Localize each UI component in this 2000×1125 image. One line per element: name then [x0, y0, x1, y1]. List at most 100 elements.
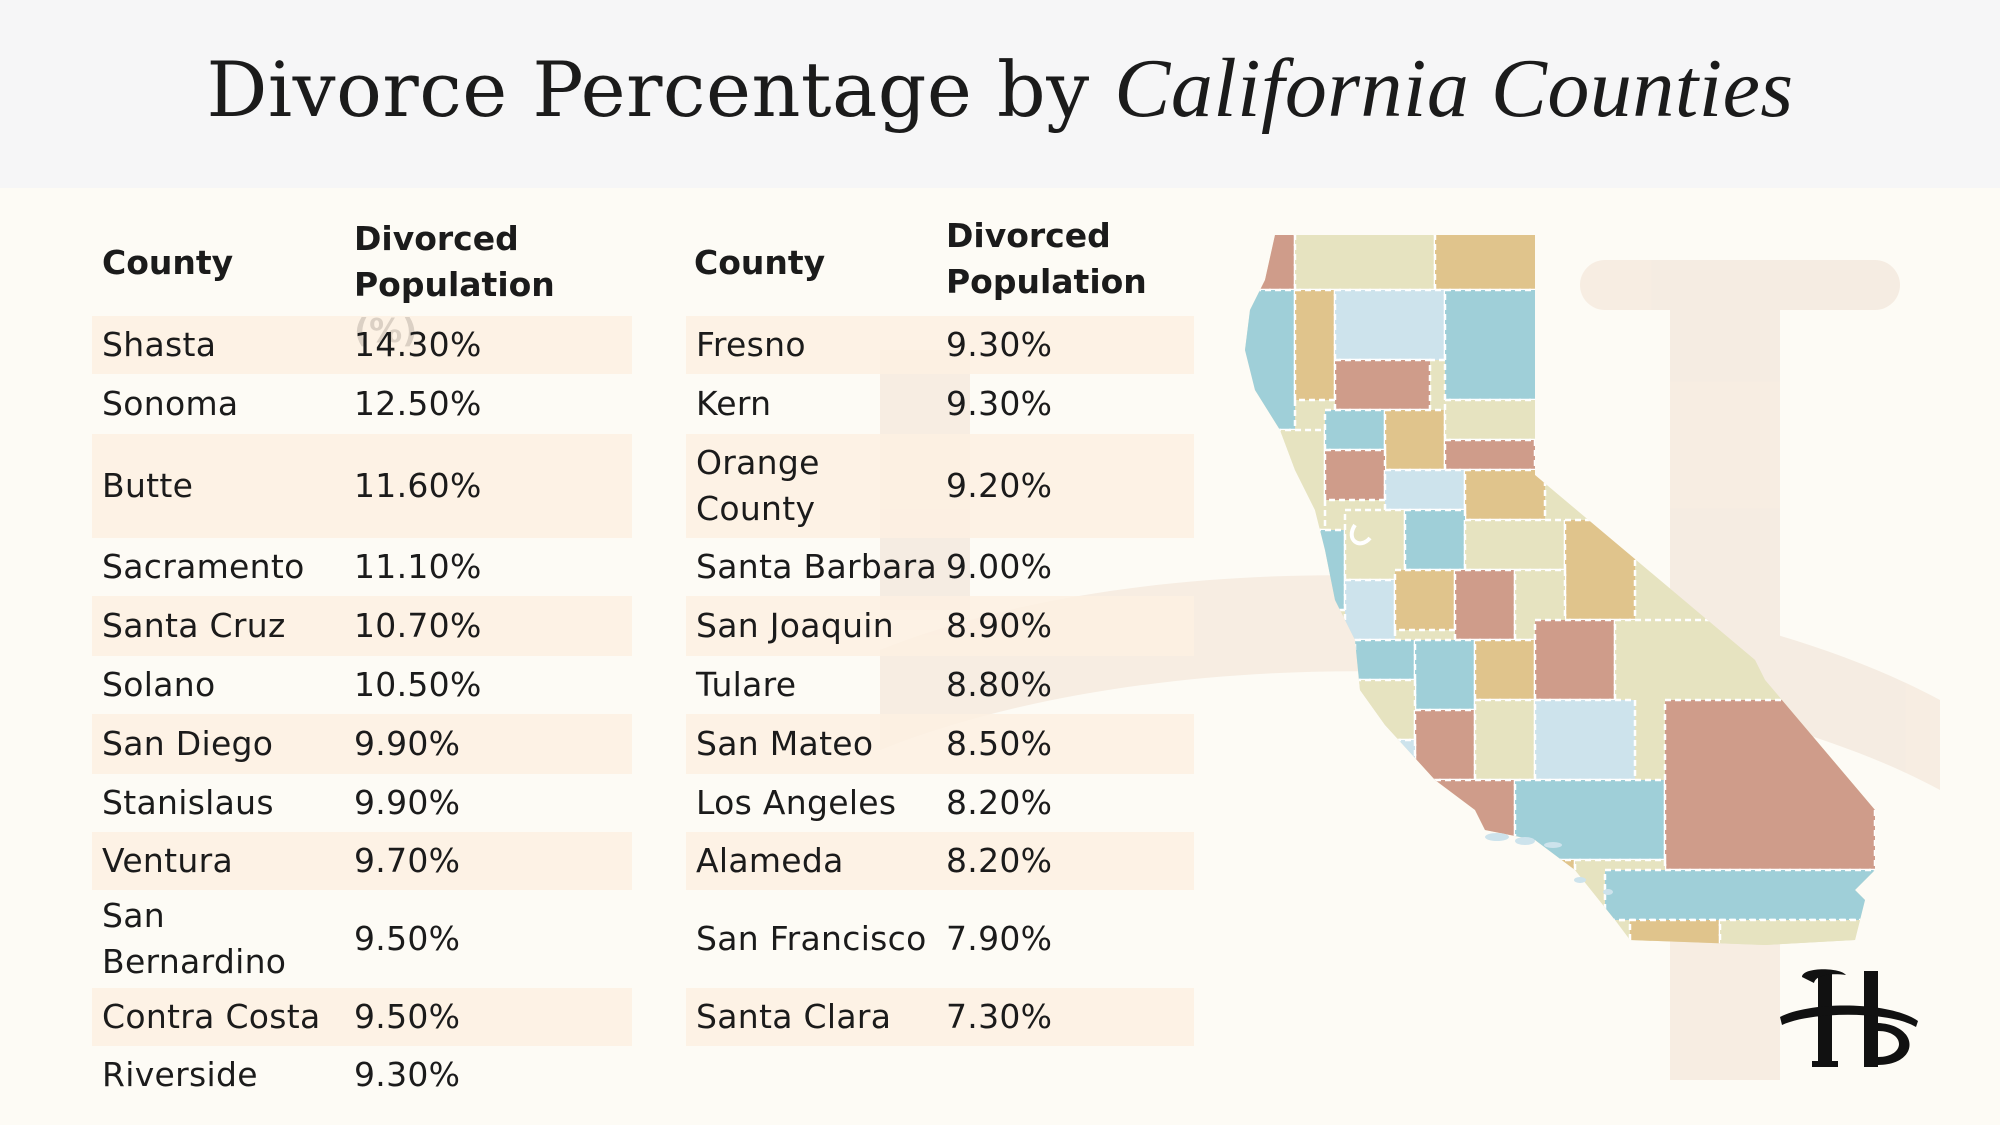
county-cell: Santa Clara: [696, 988, 938, 1046]
value-cell: 9.90%: [354, 714, 460, 774]
table-row: Alameda 8.20%: [686, 832, 1194, 890]
value-cell: 8.50%: [946, 714, 1052, 774]
table-row: San Diego 9.90%: [92, 714, 632, 774]
header-band: Divorce Percentage by California Countie…: [0, 0, 2000, 188]
county-cell: Orange County: [696, 434, 938, 538]
title-main: Divorce Percentage by: [206, 45, 1115, 134]
value-cell: 7.30%: [946, 988, 1052, 1046]
table-row: Los Angeles 8.20%: [686, 774, 1194, 832]
header-county: County: [102, 243, 234, 282]
divorced-percentage: 10.50%: [354, 665, 482, 704]
table-row: Sacramento 11.10%: [92, 538, 632, 596]
california-map: [1245, 235, 1875, 945]
header-value-line1: Divorced: [354, 219, 519, 258]
header-county: County: [694, 243, 826, 282]
county-name: Contra Costa: [102, 997, 321, 1036]
table-row: San Bernardino 9.50%: [92, 890, 632, 988]
county-cell: Kern: [696, 374, 938, 434]
divorced-percentage: 9.20%: [946, 466, 1053, 505]
county-name: San Diego: [102, 724, 274, 763]
county-cell: San Joaquin: [696, 596, 938, 656]
title-script: California Counties: [1114, 42, 1794, 135]
divorced-percentage: 8.20%: [946, 841, 1053, 880]
divorced-percentage: 8.90%: [946, 606, 1053, 645]
county-name: Sacramento: [102, 547, 305, 586]
county-cell: Shasta: [102, 316, 346, 374]
value-cell: 8.80%: [946, 656, 1052, 714]
county-name: Ventura: [102, 841, 233, 880]
divorced-percentage: 9.30%: [946, 325, 1053, 364]
county-name: San Francisco: [696, 919, 927, 958]
value-cell: 9.30%: [946, 316, 1052, 374]
value-cell: 14.30%: [354, 316, 482, 374]
county-cell: Solano: [102, 656, 346, 714]
divorced-percentage: 14.30%: [354, 325, 482, 364]
county-cell: Los Angeles: [696, 774, 938, 832]
divorced-percentage: 8.80%: [946, 665, 1053, 704]
table-row: San Francisco 7.90%: [686, 890, 1194, 988]
county-name: Santa Barbara: [696, 547, 938, 586]
table-row: San Joaquin 8.90%: [686, 596, 1194, 656]
county-cell: Contra Costa: [102, 988, 346, 1046]
header-value-line2: Population: [946, 262, 1147, 301]
divorced-percentage: 9.30%: [354, 1055, 461, 1094]
county-name: Solano: [102, 665, 216, 704]
value-cell: 12.50%: [354, 374, 482, 434]
county-cell: Butte: [102, 434, 346, 538]
table-row: San Mateo 8.50%: [686, 714, 1194, 774]
hb-monogram-logo: [1780, 969, 1918, 1067]
divorced-percentage: 9.50%: [354, 919, 461, 958]
county-name: Tulare: [696, 665, 797, 704]
divorced-percentage: 10.70%: [354, 606, 482, 645]
county-cell: Sacramento: [102, 538, 346, 596]
table-row: Riverside 9.30%: [92, 1046, 632, 1104]
county-name: Santa Cruz: [102, 606, 286, 645]
divorced-percentage: 9.50%: [354, 997, 461, 1036]
value-cell: 9.50%: [354, 890, 460, 988]
county-cell: Riverside: [102, 1046, 346, 1104]
county-cell: Alameda: [696, 832, 938, 890]
value-cell: 8.20%: [946, 774, 1052, 832]
table-row: Butte 11.60%: [92, 434, 632, 538]
county-cell: Stanislaus: [102, 774, 346, 832]
county-cell: San Francisco: [696, 890, 938, 988]
county-cell: Tulare: [696, 656, 938, 714]
county-cell: Santa Barbara: [696, 538, 938, 596]
divorced-percentage: 7.30%: [946, 997, 1053, 1036]
county-name: Riverside: [102, 1055, 258, 1094]
value-cell: 9.20%: [946, 434, 1052, 538]
table-row: Stanislaus 9.90%: [92, 774, 632, 832]
county-cell: Fresno: [696, 316, 938, 374]
divorced-percentage: 9.00%: [946, 547, 1053, 586]
table-row: Santa Barbara 9.00%: [686, 538, 1194, 596]
county-name: Kern: [696, 384, 772, 423]
table-row: Fresno 9.30%: [686, 316, 1194, 374]
value-cell: 8.90%: [946, 596, 1052, 656]
divorced-percentage: 9.90%: [354, 724, 461, 763]
county-name: Sonoma: [102, 384, 239, 423]
county-name: Shasta: [102, 325, 217, 364]
county-cell: San Diego: [102, 714, 346, 774]
county-name: Butte: [102, 466, 194, 505]
divorced-percentage: 11.60%: [354, 466, 482, 505]
divorced-percentage: 7.90%: [946, 919, 1053, 958]
table-row: Shasta 14.30%: [92, 316, 632, 374]
table-row: Orange County 9.20%: [686, 434, 1194, 538]
county-name: Los Angeles: [696, 783, 897, 822]
table-row: Contra Costa 9.50%: [92, 988, 632, 1046]
county-cell: Ventura: [102, 832, 346, 890]
value-cell: 7.90%: [946, 890, 1052, 988]
county-name: Orange County: [696, 443, 820, 528]
value-cell: 9.50%: [354, 988, 460, 1046]
value-cell: 9.90%: [354, 774, 460, 832]
value-cell: 10.70%: [354, 596, 482, 656]
county-cell: Sonoma: [102, 374, 346, 434]
value-cell: 8.20%: [946, 832, 1052, 890]
value-cell: 9.00%: [946, 538, 1052, 596]
county-name: Alameda: [696, 841, 844, 880]
divorced-percentage: 8.20%: [946, 783, 1053, 822]
divorced-percentage: 9.30%: [946, 384, 1053, 423]
table-row: Tulare 8.80%: [686, 656, 1194, 714]
value-cell: 10.50%: [354, 656, 482, 714]
table-row: Ventura 9.70%: [92, 832, 632, 890]
